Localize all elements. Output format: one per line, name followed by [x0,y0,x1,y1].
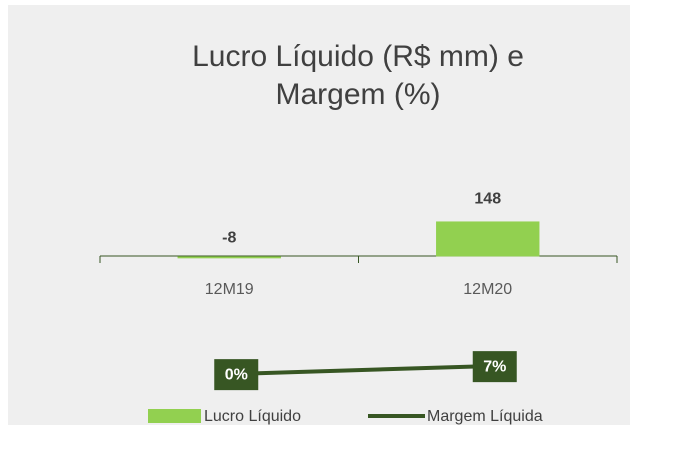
legend-label: Margem Líquida [427,408,543,425]
legend-swatch [148,409,201,423]
x-tick-label: 12M19 [205,281,254,298]
data-label-box [472,351,517,383]
data-label: 148 [474,191,501,208]
bar [436,221,540,257]
chart-background [8,5,630,425]
x-tick-label: 12M20 [463,281,512,298]
data-label: -8 [222,230,236,247]
bar [177,256,281,259]
chart-title: Lucro Líquido (R$ mm) e Margem (%) [192,40,524,111]
data-label-box [214,359,259,391]
data-label: 7% [483,358,506,375]
data-label: 0% [225,366,248,383]
legend-label: Lucro Líquido [204,408,301,425]
line [229,364,488,377]
